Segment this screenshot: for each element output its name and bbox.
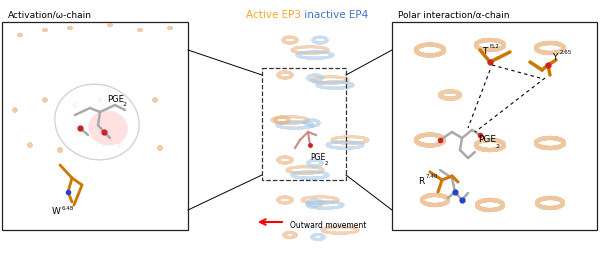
Ellipse shape [88,110,128,146]
Text: 2: 2 [325,161,329,166]
Bar [392,22,597,230]
Text: Polar interaction/α-chain: Polar interaction/α-chain [398,10,509,19]
Text: 2: 2 [496,143,500,149]
Text: EL2: EL2 [490,44,500,50]
Text: Active EP3: Active EP3 [246,10,301,20]
Ellipse shape [55,84,139,160]
Text: Activation/ω-chain: Activation/ω-chain [8,10,92,19]
Text: 7.40: 7.40 [426,174,438,180]
Text: Outward movement: Outward movement [290,221,367,230]
Text: T: T [482,47,488,57]
Text: PGE: PGE [478,135,496,144]
Text: 6.48: 6.48 [62,206,74,211]
Text: 2.65: 2.65 [560,51,573,55]
Text: inactive EP4: inactive EP4 [301,10,368,20]
Text: R: R [418,178,424,187]
Text: 2: 2 [123,102,127,108]
Bar [2,22,188,230]
Text: PGE: PGE [107,95,124,104]
Bar [262,68,346,180]
Text: Y: Y [552,53,557,62]
Text: W: W [52,207,61,216]
Text: PGE: PGE [310,153,325,162]
